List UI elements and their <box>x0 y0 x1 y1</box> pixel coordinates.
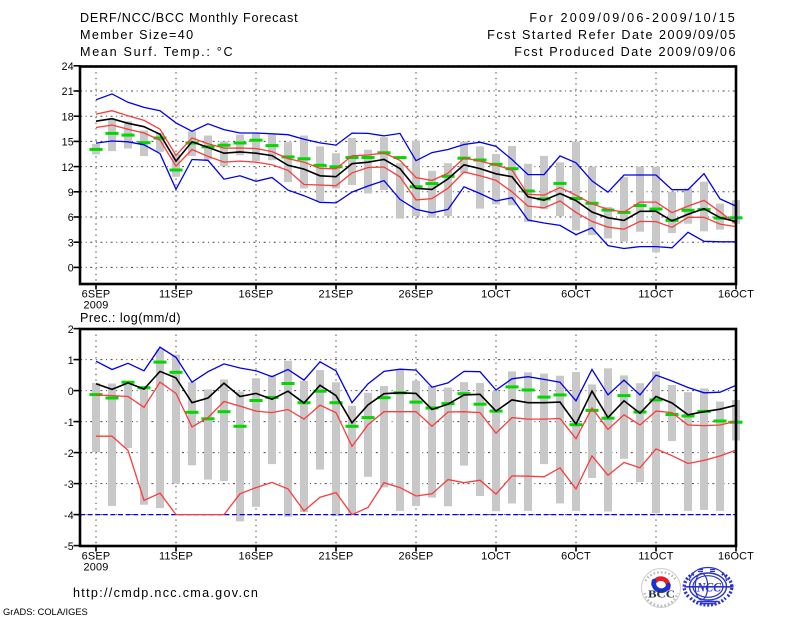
svg-text:6OCT: 6OCT <box>561 551 591 563</box>
svg-text:21SEP: 21SEP <box>319 289 354 301</box>
svg-text:15: 15 <box>62 137 74 149</box>
svg-text:12: 12 <box>62 162 74 174</box>
svg-text:21: 21 <box>62 86 74 98</box>
svg-text:Member Size=40: Member Size=40 <box>80 28 194 42</box>
svg-text:0: 0 <box>68 386 74 398</box>
svg-text:24: 24 <box>62 61 74 73</box>
svg-text:16OCT: 16OCT <box>718 289 754 301</box>
svg-text:21SEP: 21SEP <box>319 551 354 563</box>
svg-text:1OCT: 1OCT <box>481 551 511 563</box>
svg-text:-5: -5 <box>64 541 74 553</box>
svg-text:2: 2 <box>68 324 74 336</box>
svg-text:DERF/NCC/BCC Monthly Forecast: DERF/NCC/BCC Monthly Forecast <box>80 11 298 25</box>
svg-text:-4: -4 <box>64 510 74 522</box>
svg-text:-1: -1 <box>64 417 74 429</box>
svg-text:Fcst Started Refer Date 2009/0: Fcst Started Refer Date 2009/09/05 <box>487 28 737 42</box>
svg-text:18: 18 <box>62 111 74 123</box>
svg-text:9: 9 <box>68 187 74 199</box>
svg-text:Fcst Produced Date 2009/09/06: Fcst Produced Date 2009/09/06 <box>514 45 737 59</box>
svg-text:NCC: NCC <box>696 581 722 595</box>
svg-text:16SEP: 16SEP <box>239 551 274 563</box>
svg-text:11SEP: 11SEP <box>159 551 193 563</box>
svg-text:Mean Surf. Temp.: °C: Mean Surf. Temp.: °C <box>80 45 234 59</box>
svg-text:11OCT: 11OCT <box>638 289 673 301</box>
svg-text:11SEP: 11SEP <box>159 289 193 301</box>
svg-text:26SEP: 26SEP <box>399 289 434 301</box>
svg-text:For 2009/09/06-2009/10/15: For 2009/09/06-2009/10/15 <box>529 11 737 25</box>
svg-text:6OCT: 6OCT <box>561 289 591 301</box>
svg-text:1: 1 <box>68 355 74 367</box>
svg-text:6SEP: 6SEP <box>82 551 111 563</box>
svg-text:http://cmdp.ncc.cma.gov.cn: http://cmdp.ncc.cma.gov.cn <box>73 586 259 600</box>
svg-text:2009: 2009 <box>83 300 108 312</box>
svg-text:Prec.: log(mm/d): Prec.: log(mm/d) <box>80 311 181 325</box>
svg-text:6: 6 <box>68 212 74 224</box>
svg-text:11OCT: 11OCT <box>638 551 673 563</box>
svg-text:-2: -2 <box>64 448 74 460</box>
svg-text:3: 3 <box>68 237 74 249</box>
svg-text:BCC: BCC <box>648 590 675 601</box>
svg-text:6SEP: 6SEP <box>82 289 111 301</box>
svg-text:16OCT: 16OCT <box>718 551 754 563</box>
svg-text:-3: -3 <box>64 479 74 491</box>
svg-text:26SEP: 26SEP <box>399 551 434 563</box>
svg-text:1OCT: 1OCT <box>481 289 511 301</box>
svg-text:0: 0 <box>68 263 74 275</box>
svg-text:16SEP: 16SEP <box>239 289 274 301</box>
svg-text:GrADS: COLA/IGES: GrADS: COLA/IGES <box>3 607 88 617</box>
svg-text:2009: 2009 <box>83 562 108 574</box>
